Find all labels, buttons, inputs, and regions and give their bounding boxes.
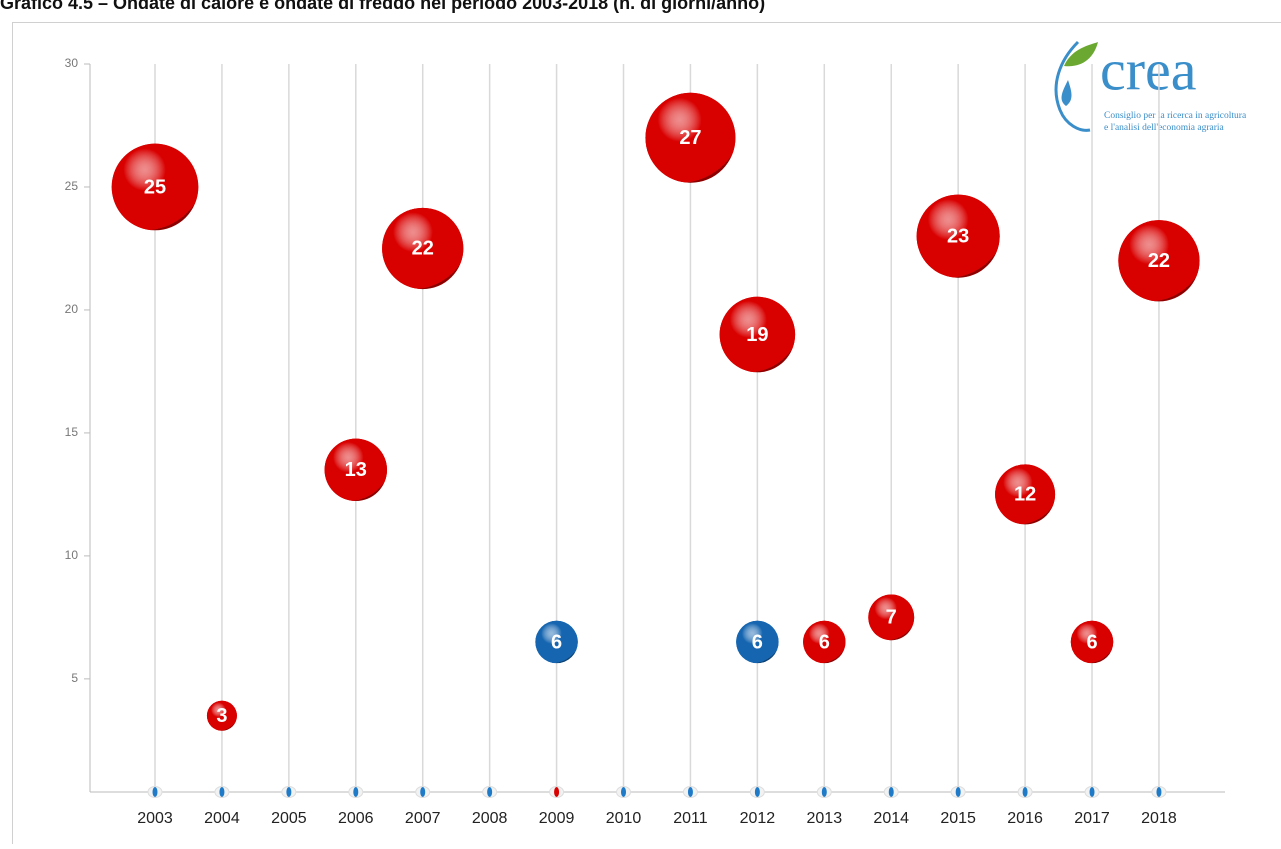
data-label: 6 xyxy=(819,631,830,653)
logo-drop xyxy=(1062,80,1072,106)
x-tick-label: 2007 xyxy=(405,810,441,827)
x-tick-label: 2012 xyxy=(740,810,776,827)
data-label: 22 xyxy=(1148,250,1170,272)
baseline-marker xyxy=(1156,787,1161,797)
baseline-marker xyxy=(1090,787,1095,797)
logo-line: e l'analisi dell'economia agraria xyxy=(1104,123,1225,133)
x-tick-label: 2004 xyxy=(204,810,240,827)
baseline-marker xyxy=(286,787,291,797)
y-tick-label: 20 xyxy=(65,302,79,316)
chart-title: Grafico 4.5 – Ondate di calore e ondate … xyxy=(0,0,765,13)
baseline-marker xyxy=(1023,787,1028,797)
baseline-marker xyxy=(889,787,894,797)
x-tick-label: 2006 xyxy=(338,810,374,827)
x-tick-label: 2017 xyxy=(1074,810,1110,827)
x-tick-label: 2008 xyxy=(472,810,508,827)
x-tick-label: 2011 xyxy=(673,810,708,827)
data-label: 3 xyxy=(216,705,227,727)
x-tick-label: 2013 xyxy=(807,810,843,827)
baseline-marker xyxy=(153,787,158,797)
data-label: 22 xyxy=(412,238,434,260)
x-tick-label: 2015 xyxy=(940,810,976,827)
baseline-marker xyxy=(554,787,559,797)
data-label: 7 xyxy=(886,607,897,629)
baseline-marker xyxy=(219,787,224,797)
baseline-marker xyxy=(487,787,492,797)
y-tick-label: 30 xyxy=(65,56,79,70)
baseline-marker xyxy=(621,787,626,797)
baseline-marker xyxy=(956,787,961,797)
data-label: 6 xyxy=(551,631,562,653)
data-label: 12 xyxy=(1014,484,1036,506)
x-tick-label: 2003 xyxy=(137,810,173,827)
logo: crea Consiglio per la ricerca in agricol… xyxy=(1056,37,1247,133)
data-label: 6 xyxy=(752,631,763,653)
x-tick-label: 2016 xyxy=(1007,810,1043,827)
x-tick-label: 2010 xyxy=(606,810,642,827)
y-tick-label: 5 xyxy=(71,671,78,685)
x-tick-label: 2009 xyxy=(539,810,575,827)
baseline-marker xyxy=(822,787,827,797)
x-tick-label: 2014 xyxy=(873,810,909,827)
data-label: 25 xyxy=(144,176,166,198)
baseline-marker xyxy=(420,787,425,797)
logo-name: crea xyxy=(1100,37,1197,102)
baseline-marker xyxy=(688,787,693,797)
x-tick-label: 2018 xyxy=(1141,810,1177,827)
data-label: 19 xyxy=(746,324,768,346)
y-tick-label: 15 xyxy=(65,425,79,439)
baseline-marker xyxy=(353,787,358,797)
y-tick-label: 25 xyxy=(65,179,79,193)
logo-line: Consiglio per la ricerca in agricoltura xyxy=(1104,111,1247,121)
baseline-marker xyxy=(755,787,760,797)
data-label: 6 xyxy=(1086,631,1097,653)
y-tick-label: 10 xyxy=(65,548,79,562)
data-label: 27 xyxy=(679,127,701,149)
data-label: 23 xyxy=(947,225,969,247)
data-label: 13 xyxy=(345,459,367,481)
x-tick-label: 2005 xyxy=(271,810,307,827)
